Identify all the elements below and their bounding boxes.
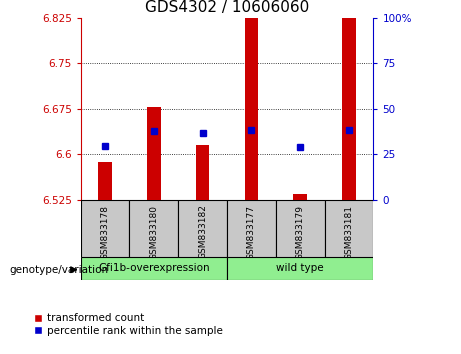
Text: GSM833180: GSM833180 [149,205,159,259]
Text: GSM833182: GSM833182 [198,205,207,259]
Bar [81,257,227,280]
Bar [325,200,373,257]
Bar [227,200,276,257]
Text: GSM833179: GSM833179 [296,205,305,259]
Bar [147,107,161,200]
Text: wild type: wild type [277,263,324,273]
Bar [342,0,356,200]
Bar [276,200,325,257]
Text: GSM833177: GSM833177 [247,205,256,259]
Text: genotype/variation: genotype/variation [9,265,108,275]
Bar [178,200,227,257]
Bar [130,200,178,257]
Text: GSM833181: GSM833181 [344,205,354,259]
Legend: transformed count, percentile rank within the sample: transformed count, percentile rank withi… [33,313,223,336]
Bar [227,257,373,280]
Title: GDS4302 / 10606060: GDS4302 / 10606060 [145,0,309,15]
Bar [293,194,307,200]
Bar [98,162,112,200]
Text: GSM833178: GSM833178 [100,205,110,259]
Bar [245,0,258,200]
Bar [196,145,209,200]
Bar [81,200,130,257]
Text: Gfi1b-overexpression: Gfi1b-overexpression [98,263,210,273]
